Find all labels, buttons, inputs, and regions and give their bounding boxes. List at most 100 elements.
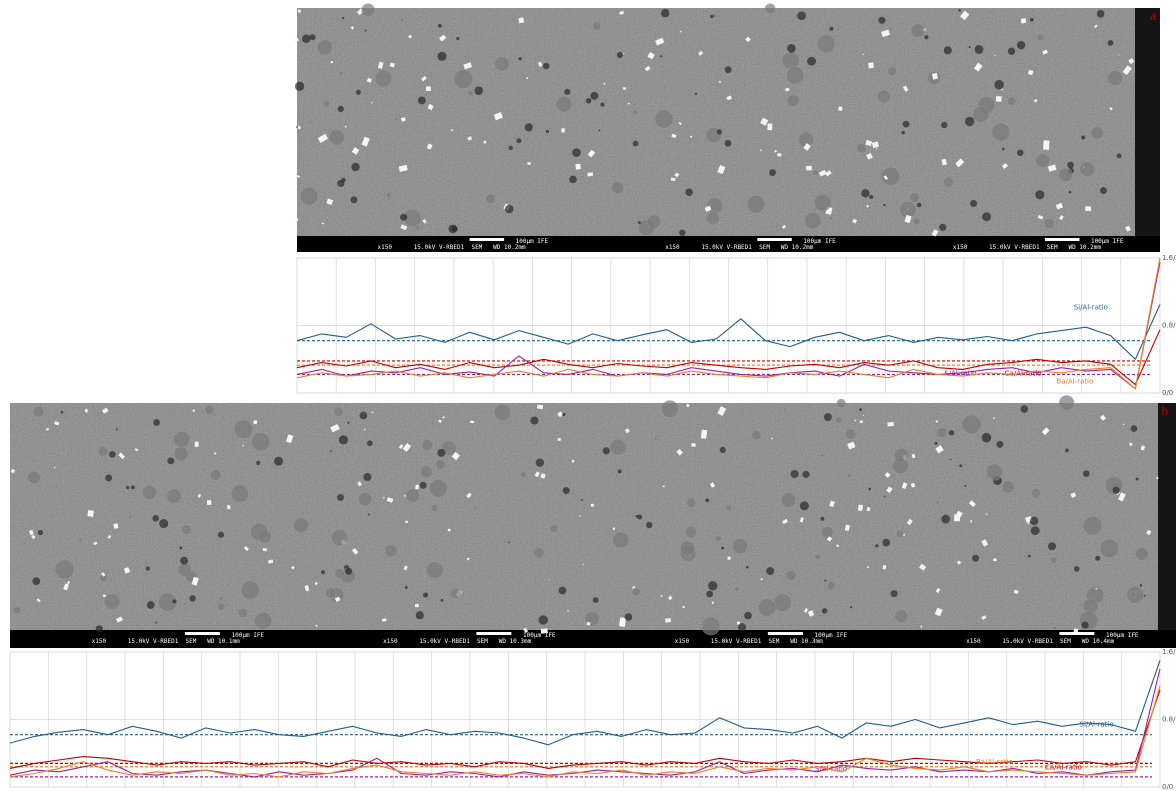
grain [97, 446, 109, 458]
pore [351, 162, 360, 172]
series-label: S/Al-ratio [815, 765, 847, 773]
pore [685, 188, 693, 196]
pore [155, 621, 158, 624]
grain [350, 26, 355, 30]
pore [982, 212, 992, 222]
pore [964, 484, 967, 487]
pore [706, 590, 714, 598]
pore [996, 440, 1004, 448]
series-line [296, 257, 1161, 390]
grain [941, 158, 947, 166]
pore [802, 470, 810, 478]
sem-texture [10, 403, 1176, 630]
grain [986, 463, 1003, 481]
grain [555, 95, 573, 113]
grain [901, 482, 908, 489]
grain [623, 52, 625, 55]
grain [910, 482, 916, 488]
grain [780, 492, 797, 508]
pore [1081, 135, 1086, 140]
pore [705, 498, 710, 503]
grain [518, 17, 525, 24]
pore [829, 26, 834, 31]
grain [361, 3, 375, 17]
grain [177, 562, 192, 577]
grain [213, 452, 217, 455]
grain [1122, 423, 1125, 426]
pore [737, 623, 747, 632]
pore [890, 590, 898, 598]
scale-bar [184, 632, 220, 635]
pore [1096, 9, 1105, 18]
sem-edge [1135, 8, 1160, 236]
grain [166, 488, 182, 504]
sem-info: x150 15.0kV V-RBED1 SEM WD 10.1mm [92, 638, 240, 645]
grain [87, 510, 94, 517]
grain [777, 152, 782, 157]
grain [1095, 587, 1098, 590]
scale-bar [757, 238, 792, 241]
pore [301, 34, 311, 43]
grain [374, 69, 393, 87]
pore [821, 608, 828, 614]
grain [785, 87, 790, 92]
grain [450, 128, 454, 132]
pore [542, 62, 550, 70]
grain [956, 560, 962, 565]
series-label: S/Al-ratio [944, 369, 976, 377]
pore [941, 121, 948, 129]
grain [955, 158, 965, 168]
grain [805, 165, 812, 171]
pore [679, 229, 686, 236]
pore [924, 35, 929, 40]
grain [467, 136, 473, 141]
pore [294, 81, 305, 91]
pore [504, 204, 514, 214]
grain [296, 125, 302, 130]
pore [167, 457, 175, 465]
pore [562, 487, 570, 495]
grain [875, 147, 878, 150]
pore [994, 79, 1004, 90]
pore [456, 36, 460, 41]
grain [429, 479, 448, 498]
pore [943, 46, 952, 55]
grain [1125, 225, 1131, 232]
grain [141, 484, 157, 500]
pore [934, 441, 938, 446]
grain [389, 62, 395, 68]
grain [887, 66, 897, 77]
grain [173, 430, 190, 448]
grain [1013, 589, 1019, 594]
grain [931, 229, 939, 237]
grain [737, 621, 740, 625]
pore [939, 223, 947, 231]
grain [191, 576, 199, 586]
grain [770, 437, 773, 440]
grain [882, 564, 887, 570]
series-line [296, 329, 1161, 386]
grain [10, 468, 16, 474]
pore [598, 129, 601, 132]
sem-info: x150 15.0kV V-RBED1 SEM WD 10.3mm [383, 638, 531, 645]
grain [233, 419, 254, 439]
grain [826, 581, 836, 591]
grain [370, 101, 373, 104]
grain [371, 411, 374, 414]
grain [53, 466, 56, 469]
pore [508, 145, 513, 151]
grain [1118, 492, 1126, 502]
series-label: Ba/Al-ratio [1056, 378, 1093, 386]
grain [297, 9, 301, 13]
pore [1116, 153, 1122, 159]
grain [377, 61, 384, 69]
grain [994, 54, 996, 57]
grain [647, 51, 655, 60]
grain [661, 400, 679, 418]
grain [299, 186, 319, 206]
grain [294, 217, 299, 222]
grain [612, 531, 630, 549]
grain [66, 580, 71, 585]
pore [255, 460, 261, 466]
